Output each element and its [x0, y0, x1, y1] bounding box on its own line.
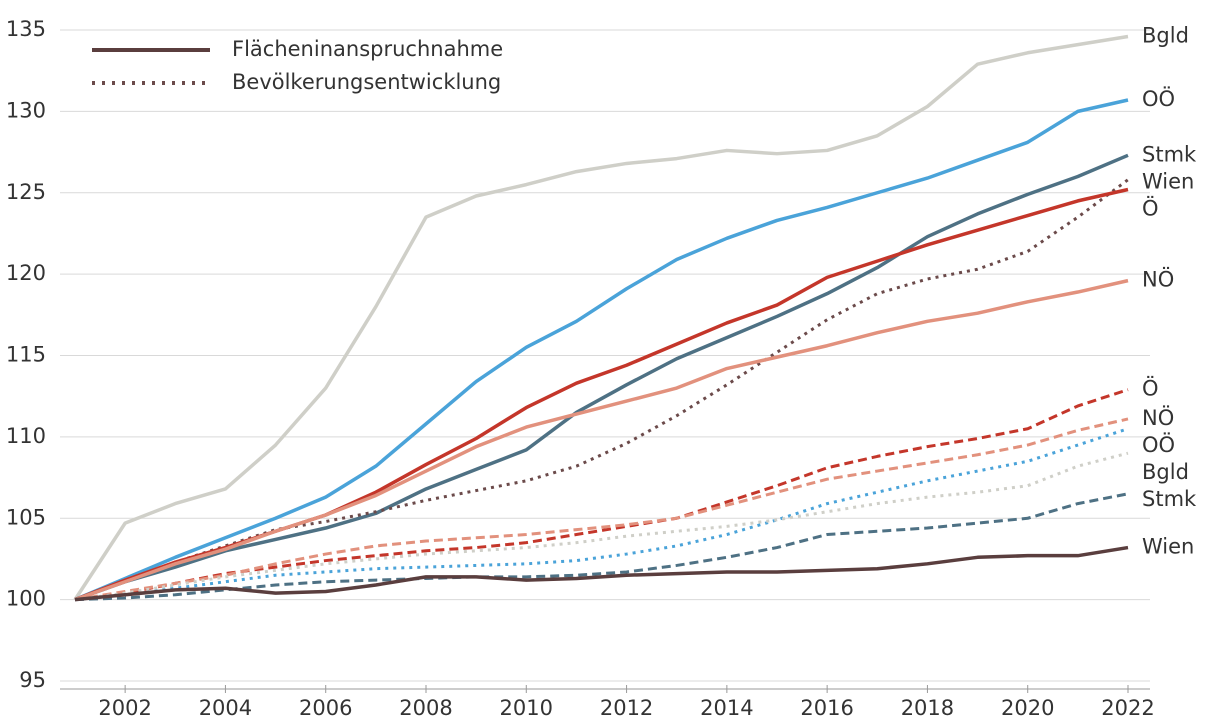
series-line	[74, 427, 1129, 602]
x-tick-label: 2016	[800, 696, 853, 720]
y-tick-label: 125	[6, 180, 46, 204]
x-tick-label: 2004	[199, 696, 252, 720]
x-tick-label: 2018	[901, 696, 954, 720]
series-line	[74, 278, 1129, 602]
series-line	[74, 153, 1129, 602]
series-label: OÖ	[1142, 432, 1175, 457]
y-tick-label: 135	[6, 17, 46, 41]
y-tick-label: 105	[6, 505, 46, 529]
series-line	[74, 417, 1129, 602]
series-label: Wien	[1142, 169, 1194, 193]
y-tick-label: 120	[6, 261, 46, 285]
y-tick-label: 130	[6, 98, 46, 122]
x-tick-label: 2014	[700, 696, 753, 720]
legend: Flächeninanspruchnahme Bevölkerungsentwi…	[92, 37, 503, 94]
x-tick-label: 2022	[1101, 696, 1154, 720]
series-label: NÖ	[1142, 267, 1174, 292]
x-tick-label: 2002	[98, 696, 151, 720]
series-label: Bgld	[1142, 24, 1189, 48]
plot: 95 100 105 110 115 120 125 130 135 2002 2004 2006 20…	[6, 17, 1197, 720]
y-tick-label: 110	[6, 424, 46, 448]
series-label: Bgld	[1142, 460, 1189, 484]
x-tick-label: 2010	[500, 696, 553, 720]
x-tick-label: 2012	[600, 696, 653, 720]
series-line	[73, 34, 1129, 601]
y-tick-label: 95	[19, 668, 46, 692]
series-line	[74, 388, 1129, 602]
series-line	[74, 545, 1129, 602]
x-tick-label: 2006	[299, 696, 352, 720]
y-tick-label: 115	[6, 343, 46, 367]
series-line	[74, 98, 1129, 602]
legend-label: Bevölkerungsentwicklung	[232, 70, 501, 94]
series-label: Wien	[1142, 535, 1194, 559]
series-label: NÖ	[1142, 405, 1174, 430]
series-line	[74, 492, 1129, 602]
x-tick-label: 2020	[1001, 696, 1054, 720]
series-label: Stmk	[1142, 487, 1197, 511]
y-tick-label: 100	[6, 587, 46, 611]
legend-label: Flächeninanspruchnahme	[232, 37, 503, 61]
series-label: OÖ	[1142, 86, 1175, 111]
series-label: Ö	[1142, 376, 1159, 401]
series-label: Ö	[1142, 195, 1159, 220]
series-label: Stmk	[1142, 142, 1197, 166]
series-line	[74, 451, 1129, 602]
x-tick-label: 2008	[399, 696, 452, 720]
